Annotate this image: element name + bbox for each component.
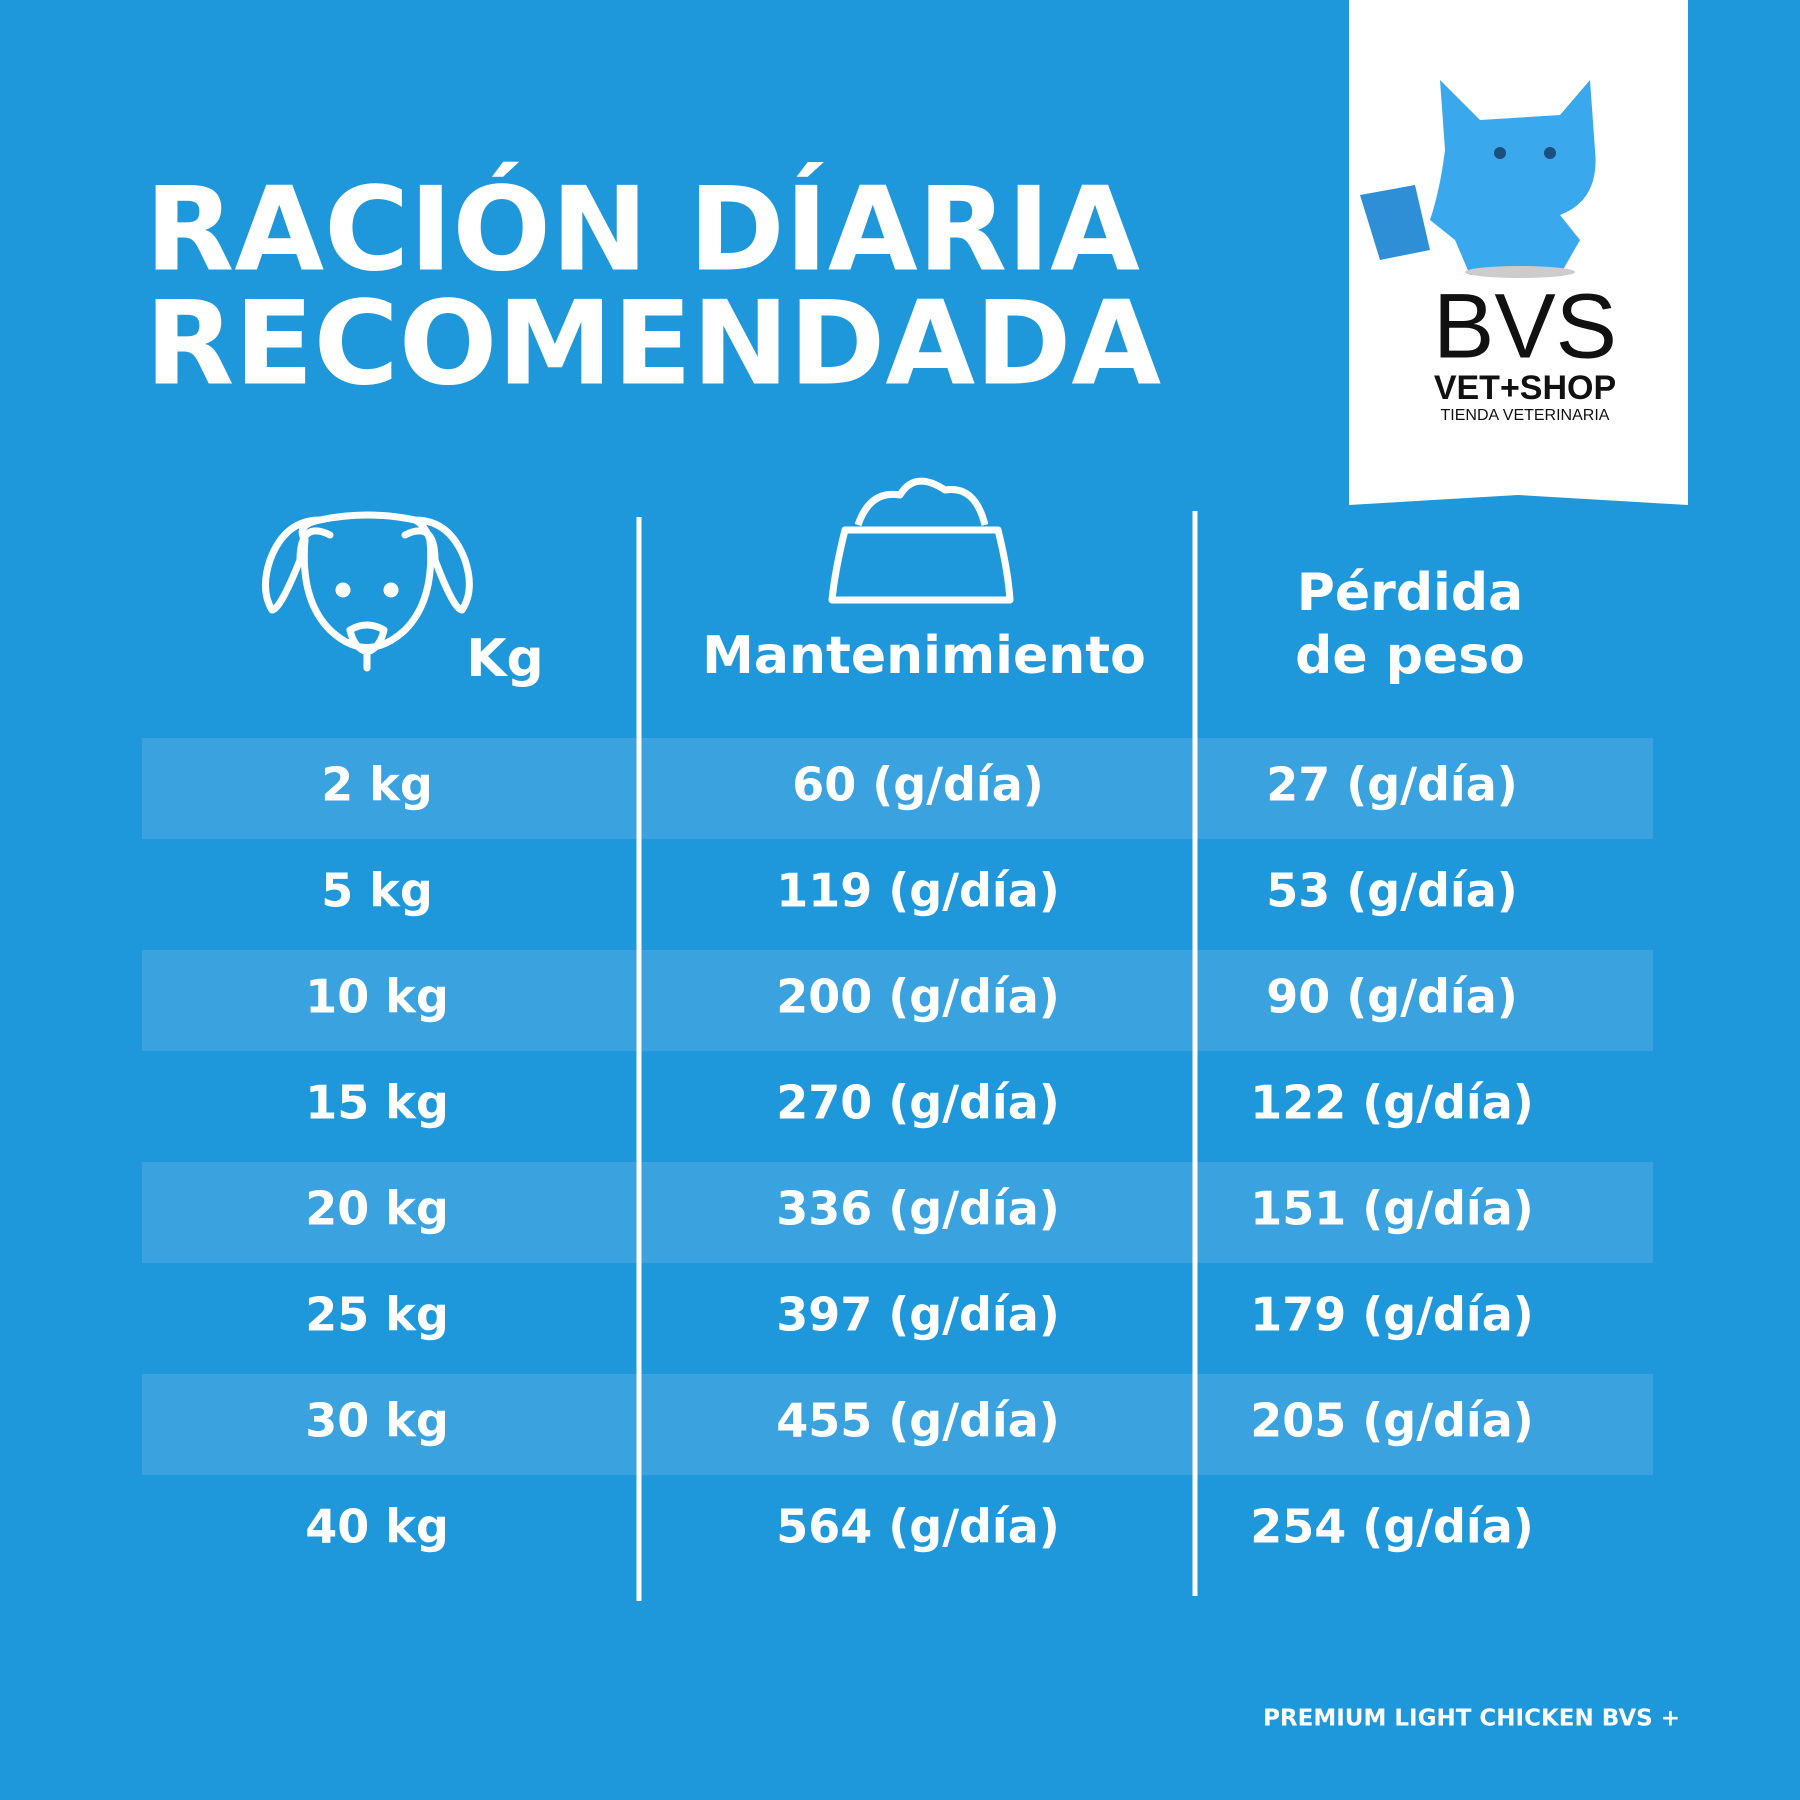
maintenance-cell: 336 (g/día) bbox=[776, 1182, 1060, 1236]
title-line: RACIÓN DÍARIA bbox=[145, 162, 1140, 298]
loss-cell: 90 (g/día) bbox=[1266, 970, 1518, 1024]
maintenance-cell: 270 (g/día) bbox=[776, 1076, 1060, 1130]
bowl-icon bbox=[828, 477, 1014, 604]
weight-cell: 10 kg bbox=[305, 970, 449, 1024]
maintenance-cell: 564 (g/día) bbox=[776, 1500, 1060, 1554]
loss-cell: 27 (g/día) bbox=[1266, 758, 1518, 812]
loss-cell: 205 (g/día) bbox=[1250, 1394, 1534, 1448]
loss-cell: 53 (g/día) bbox=[1266, 864, 1518, 918]
maintenance-cell: 397 (g/día) bbox=[776, 1288, 1060, 1342]
row-stripe bbox=[142, 1162, 1653, 1263]
logo-subbrand: VET+SHOP bbox=[1434, 369, 1616, 407]
loss-cell: 151 (g/día) bbox=[1250, 1182, 1534, 1236]
logo: BVS VET+SHOP TIENDA VETERINARIA bbox=[1349, 0, 1688, 505]
row-stripe bbox=[142, 1374, 1653, 1475]
header-loss: Pérdida bbox=[1297, 563, 1523, 623]
header-weight: Kg bbox=[466, 629, 544, 689]
weight-cell: 30 kg bbox=[305, 1394, 449, 1448]
logo-mascot bbox=[1360, 80, 1596, 278]
title-line: RECOMENDADA bbox=[145, 277, 1161, 412]
row-stripe bbox=[142, 950, 1653, 1051]
maintenance-cell: 455 (g/día) bbox=[776, 1394, 1060, 1448]
table-body: 2 kg 60 (g/día) 27 (g/día) 5 kg 119 (g/día) 5… bbox=[142, 738, 1653, 1554]
maintenance-cell: 60 (g/día) bbox=[792, 758, 1044, 812]
logo-brand: BVS bbox=[1433, 275, 1617, 377]
loss-cell: 254 (g/día) bbox=[1250, 1500, 1534, 1554]
row-stripe bbox=[142, 738, 1653, 839]
dog-icon bbox=[262, 511, 473, 672]
loss-cell: 122 (g/día) bbox=[1250, 1076, 1534, 1130]
header-loss: de peso bbox=[1295, 626, 1525, 686]
logo-tagline: TIENDA VETERINARIA bbox=[1441, 407, 1610, 424]
footer-text: PREMIUM LIGHT CHICKEN BVS + bbox=[1263, 1706, 1680, 1732]
weight-cell: 20 kg bbox=[305, 1182, 449, 1236]
weight-cell: 2 kg bbox=[321, 758, 433, 812]
loss-cell: 179 (g/día) bbox=[1250, 1288, 1534, 1342]
maintenance-cell: 200 (g/día) bbox=[776, 970, 1060, 1024]
maintenance-cell: 119 (g/día) bbox=[776, 864, 1060, 918]
weight-cell: 25 kg bbox=[305, 1288, 449, 1342]
weight-cell: 5 kg bbox=[321, 864, 433, 918]
weight-cell: 15 kg bbox=[305, 1076, 449, 1130]
header-maintenance: Mantenimiento bbox=[702, 626, 1146, 686]
weight-cell: 40 kg bbox=[305, 1500, 449, 1554]
